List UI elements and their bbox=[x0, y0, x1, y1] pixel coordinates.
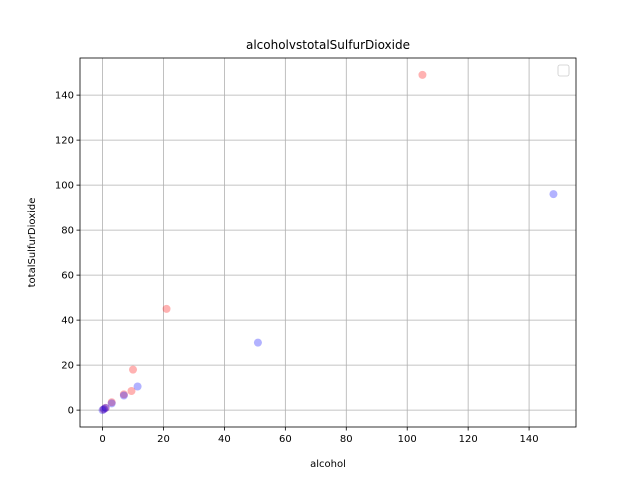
y-tick-label: 60 bbox=[61, 271, 74, 282]
data-point bbox=[133, 382, 142, 391]
data-point bbox=[101, 403, 110, 412]
x-tick-label: 120 bbox=[459, 434, 478, 445]
data-point bbox=[100, 405, 109, 413]
plot-area bbox=[80, 58, 576, 427]
x-tick-label: 140 bbox=[520, 434, 539, 445]
data-point bbox=[418, 70, 427, 79]
data-point bbox=[101, 403, 110, 412]
x-axis-label: alcohol bbox=[310, 459, 346, 470]
y-tick-label: 120 bbox=[55, 136, 74, 147]
data-point bbox=[253, 338, 262, 347]
data-point bbox=[107, 398, 116, 407]
y-tick-label: 0 bbox=[68, 406, 74, 417]
plot-frame bbox=[79, 57, 577, 428]
data-point bbox=[119, 391, 128, 400]
y-tick-label: 100 bbox=[55, 181, 74, 192]
data-point bbox=[98, 406, 107, 415]
y-tick-label: 140 bbox=[55, 91, 74, 102]
y-tick-label: 80 bbox=[61, 226, 74, 237]
x-tick-label: 0 bbox=[99, 434, 105, 445]
y-tick-label: 40 bbox=[61, 316, 74, 327]
legend-box[interactable] bbox=[557, 64, 570, 77]
data-point bbox=[127, 387, 136, 395]
data-point bbox=[99, 405, 108, 414]
x-axis-ticks: 0 20 40 60 80 100 120 140 bbox=[99, 427, 539, 445]
chart-title: alcoholvstotalSulfurDioxide bbox=[246, 38, 410, 52]
x-tick-label: 80 bbox=[340, 434, 353, 445]
x-tick-label: 60 bbox=[279, 434, 292, 445]
data-point bbox=[107, 399, 116, 408]
data-point bbox=[162, 304, 171, 313]
x-tick-label: 40 bbox=[218, 434, 231, 445]
y-tick-label: 20 bbox=[61, 361, 74, 372]
y-axis-ticks: 0 20 40 60 80 100 120 140 bbox=[55, 91, 80, 417]
x-tick-label: 100 bbox=[398, 434, 417, 445]
x-tick-label: 20 bbox=[157, 434, 170, 445]
data-point bbox=[549, 190, 558, 199]
y-axis-label: totalSulfurDioxide bbox=[27, 198, 38, 288]
grid bbox=[80, 58, 576, 427]
data-point bbox=[129, 365, 138, 374]
data-points bbox=[98, 70, 558, 415]
data-point bbox=[119, 390, 128, 399]
